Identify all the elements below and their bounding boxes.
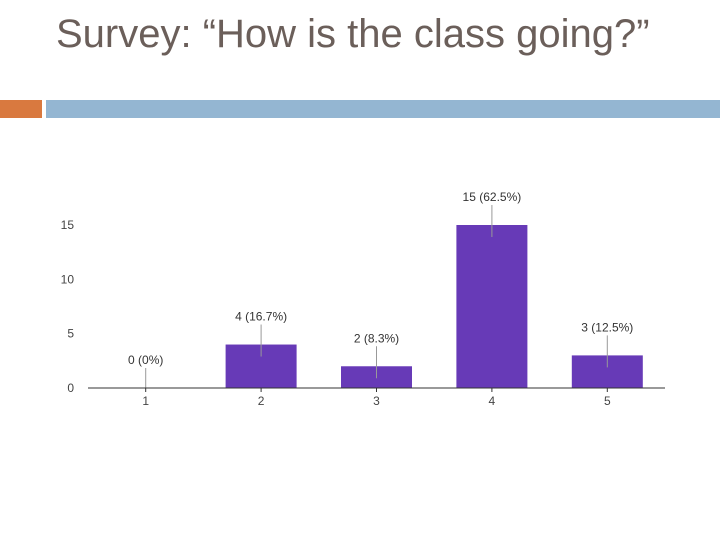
bar bbox=[456, 225, 528, 388]
title-accent-bar-orange bbox=[0, 100, 42, 118]
y-tick-label: 15 bbox=[61, 218, 75, 232]
x-tick-label: 1 bbox=[142, 394, 149, 408]
data-label: 2 (8.3%) bbox=[354, 331, 399, 345]
y-tick-label: 10 bbox=[61, 272, 75, 286]
x-tick-label: 2 bbox=[258, 394, 265, 408]
bars: 0 (0%) 4 (16.7%) 2 (8.3%) 15 (62.5%) 3 (12.5… bbox=[128, 190, 643, 388]
x-axis-ticks: 1 2 3 4 5 bbox=[142, 388, 611, 408]
data-label: 0 (0%) bbox=[128, 353, 163, 367]
data-label: 4 (16.7%) bbox=[235, 310, 287, 324]
x-tick-label: 5 bbox=[604, 394, 611, 408]
x-tick-label: 3 bbox=[373, 394, 380, 408]
y-tick-label: 5 bbox=[67, 327, 74, 341]
x-tick-label: 4 bbox=[489, 394, 496, 408]
title-accent-bar-blue bbox=[46, 100, 720, 118]
data-label: 3 (12.5%) bbox=[581, 320, 633, 334]
slide-title: Survey: “How is the class going?” bbox=[56, 12, 650, 56]
data-label: 15 (62.5%) bbox=[463, 190, 522, 204]
y-tick-label: 0 bbox=[67, 381, 74, 395]
y-axis-ticks: 0 5 10 15 bbox=[61, 218, 75, 395]
